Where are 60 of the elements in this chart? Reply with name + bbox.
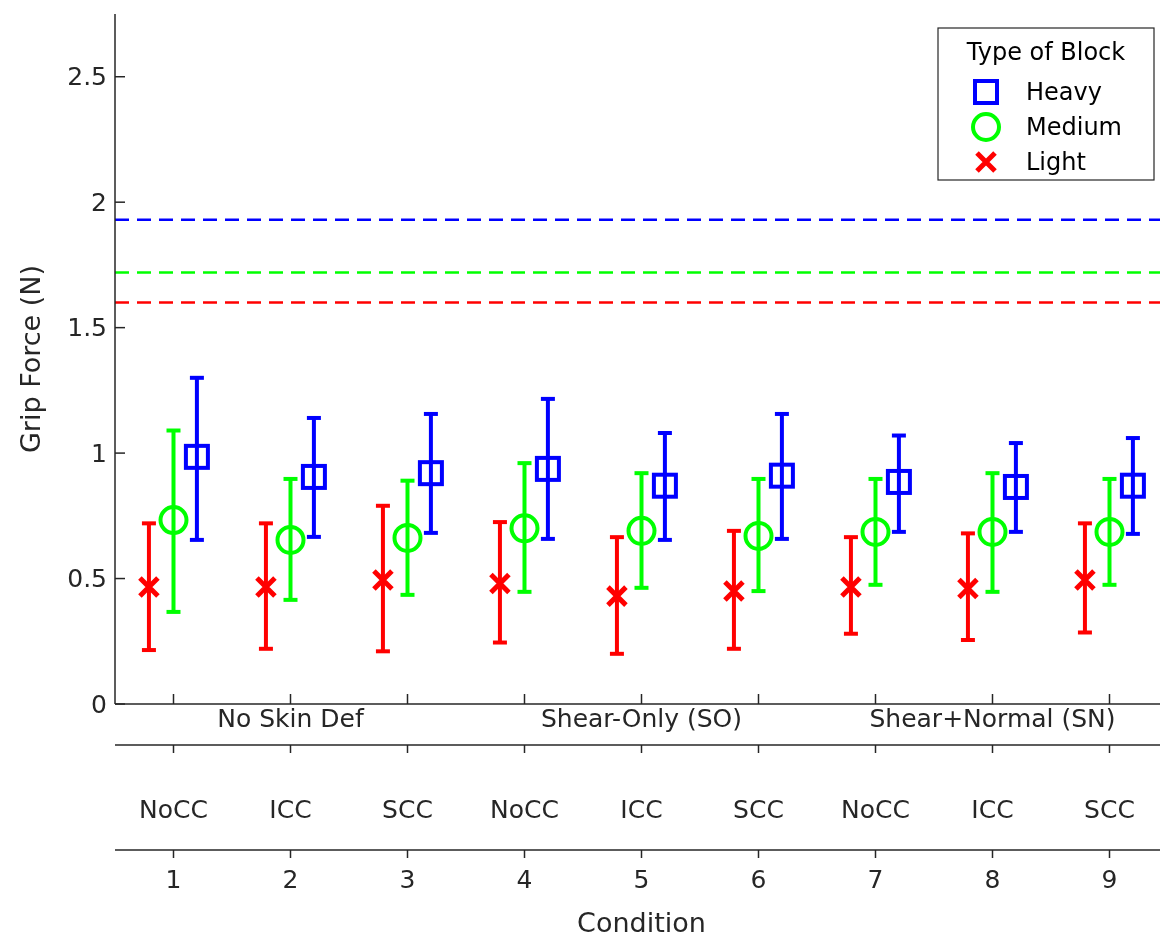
- point: [275, 524, 306, 555]
- legend-label: Heavy: [1026, 78, 1102, 107]
- y-tick-label: 0: [91, 689, 107, 719]
- point: [137, 575, 161, 599]
- y-tick-label: 2.5: [67, 62, 107, 92]
- annotation: No Skin Def: [217, 704, 365, 733]
- text: ICC: [620, 795, 663, 824]
- text: ICC: [269, 795, 312, 824]
- point: [509, 513, 540, 544]
- point: [371, 568, 395, 592]
- point: [392, 522, 423, 553]
- point: [300, 463, 327, 490]
- point: [768, 462, 795, 489]
- x-tick-label: 1: [165, 865, 182, 894]
- point: [956, 577, 980, 601]
- text: SCC: [733, 795, 784, 824]
- y-tick-label: 2: [91, 187, 107, 217]
- x-tick-label: 7: [867, 865, 884, 894]
- text: NoCC: [841, 795, 910, 824]
- x-tick-label: 8: [984, 865, 1001, 894]
- point: [743, 520, 774, 551]
- point: [860, 516, 891, 547]
- annotation: Shear-Only (SO): [540, 704, 743, 733]
- legend-label: Light: [1026, 148, 1086, 177]
- point: [488, 572, 512, 596]
- x-tick-label: 6: [750, 865, 767, 894]
- annotation: Shear+Normal (SN): [869, 704, 1116, 733]
- x-tick-label: 3: [399, 865, 416, 894]
- point: [722, 579, 746, 603]
- point: [885, 468, 912, 495]
- x-tick-label: 5: [633, 865, 650, 894]
- y-tick-label: 1.5: [67, 313, 107, 343]
- legend-label: Medium: [1026, 113, 1122, 142]
- point: [1002, 473, 1029, 500]
- text: ICC: [971, 795, 1014, 824]
- x-axis-title: Condition: [577, 907, 706, 938]
- x-tick-label: 4: [516, 865, 533, 894]
- point: [839, 575, 863, 599]
- x-tick-label: 9: [1101, 865, 1118, 894]
- point: [417, 460, 444, 487]
- point: [254, 575, 278, 599]
- point: [977, 516, 1008, 547]
- text: NoCC: [490, 795, 559, 824]
- x-tick-label: 2: [282, 865, 299, 894]
- y-axis-title: Grip Force (N): [15, 264, 46, 454]
- point: [158, 505, 189, 536]
- text: SCC: [382, 795, 433, 824]
- point: [183, 443, 210, 470]
- point: [1119, 472, 1146, 499]
- point: [605, 584, 629, 608]
- point: [626, 515, 657, 546]
- point: [534, 455, 561, 482]
- legend-title: Type of Block: [965, 38, 1126, 66]
- y-tick-label: 1: [91, 438, 107, 468]
- point: [1094, 516, 1125, 547]
- point: [1073, 568, 1097, 592]
- text: SCC: [1084, 795, 1135, 824]
- point: [651, 472, 678, 499]
- y-tick-label: 0.5: [67, 564, 107, 594]
- text: NoCC: [139, 795, 208, 824]
